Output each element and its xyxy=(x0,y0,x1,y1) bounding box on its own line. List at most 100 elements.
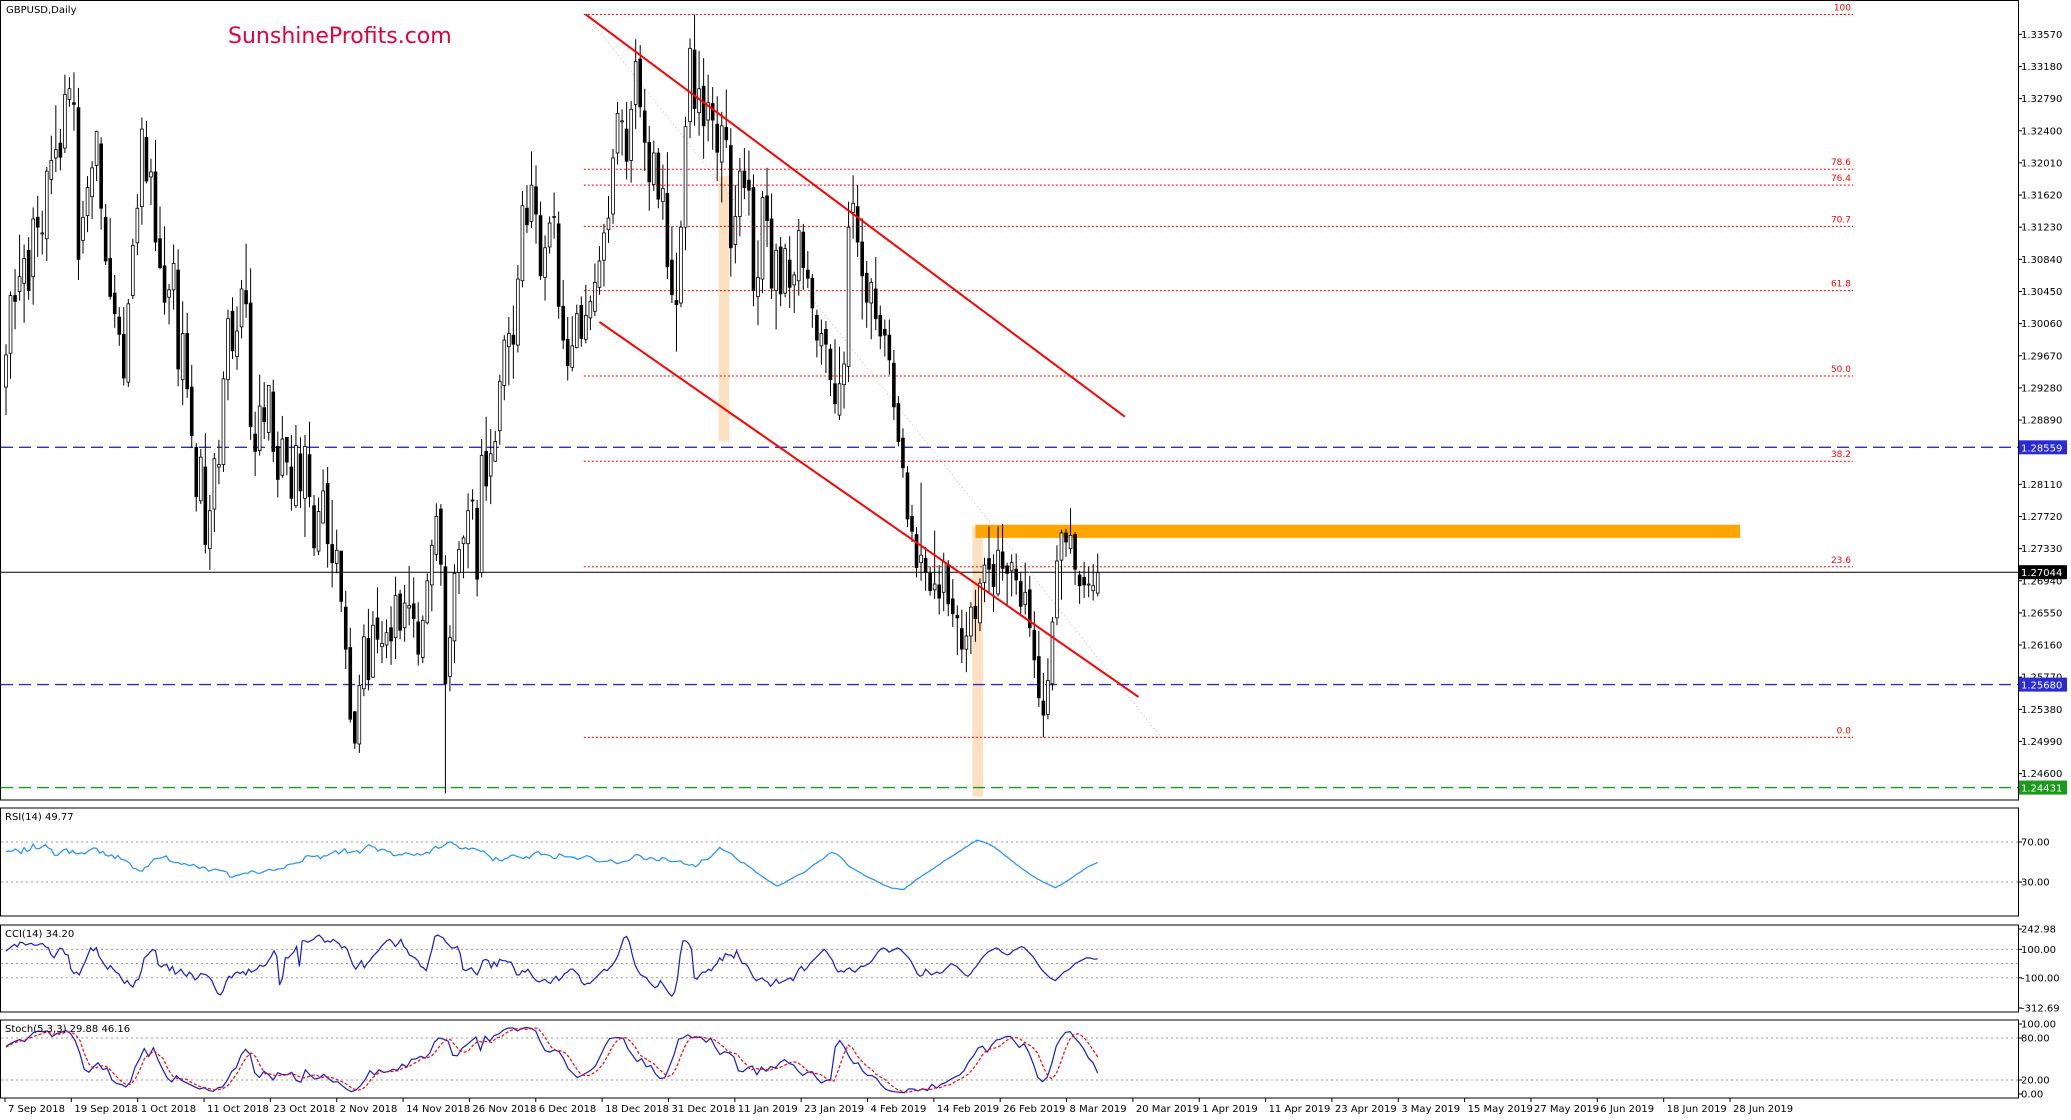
candle-body xyxy=(226,318,230,381)
price-tag-box xyxy=(2019,677,2067,692)
date-tick-label: 6 Dec 2018 xyxy=(539,1104,597,1115)
candle-body xyxy=(221,378,226,465)
candle-body xyxy=(946,564,951,605)
price-tick-label: 1.32400 xyxy=(2021,126,2062,137)
candle-body xyxy=(44,170,49,240)
candle-body xyxy=(212,458,217,510)
price-tag-label: 1.27044 xyxy=(2021,568,2062,579)
candle-body xyxy=(1055,560,1059,619)
candle-body xyxy=(801,231,806,268)
candle-body xyxy=(819,333,824,347)
candle-body xyxy=(837,383,842,416)
candle-body xyxy=(180,333,185,381)
candle-body xyxy=(661,188,665,203)
candle-body xyxy=(991,563,996,587)
candle-body xyxy=(855,206,860,243)
candle-body xyxy=(910,516,914,532)
price-tag-box xyxy=(2019,440,2067,455)
cci-axis-label: -100.00 xyxy=(2021,973,2060,984)
candle-body xyxy=(289,466,294,499)
candle-body xyxy=(638,58,642,108)
candle-body xyxy=(108,258,112,297)
candle-body xyxy=(769,218,774,289)
candle-body xyxy=(371,624,375,678)
candle-body xyxy=(719,125,724,163)
candle-body xyxy=(253,433,257,452)
fib-level-label: 100 xyxy=(1834,4,1851,14)
candle-body xyxy=(878,314,883,337)
candle-body xyxy=(217,464,221,468)
candle-body xyxy=(706,102,710,121)
cci-panel-label: CCI(14) 34.20 xyxy=(5,929,74,940)
price-tick-label: 1.30450 xyxy=(2021,287,2062,298)
candle-body xyxy=(525,207,529,226)
candle-body xyxy=(887,334,892,361)
candle-body xyxy=(94,131,99,166)
candle-body xyxy=(353,711,357,744)
candle-body xyxy=(851,202,855,213)
candle-body xyxy=(58,142,63,158)
price-tick-label: 1.28110 xyxy=(2021,480,2062,491)
candle-body xyxy=(235,330,239,357)
candle-body xyxy=(914,534,919,568)
price-tick-label: 1.26160 xyxy=(2021,641,2062,652)
candle-body xyxy=(647,141,652,183)
candle-body xyxy=(149,171,153,178)
fib-level-label: 50.0 xyxy=(1831,365,1851,375)
candle-body xyxy=(393,595,398,639)
candle-body xyxy=(285,436,289,463)
candle-body xyxy=(828,348,833,381)
rsi-series-line xyxy=(5,839,1098,890)
candle-body xyxy=(239,288,244,328)
candle-body xyxy=(262,407,267,423)
candle-body xyxy=(8,295,13,354)
candle-body xyxy=(126,303,131,383)
candle-body xyxy=(54,149,58,159)
date-tick-label: 26 Nov 2018 xyxy=(472,1104,536,1115)
price-tag-box xyxy=(2019,780,2067,795)
stoch-axis-label: 0.00 xyxy=(2021,1090,2043,1101)
candle-body xyxy=(633,61,638,105)
candle-body xyxy=(334,549,339,564)
candle-body xyxy=(842,363,846,386)
cci-axis-label: 100.00 xyxy=(2021,945,2056,956)
candle-body xyxy=(824,328,828,345)
candle-body xyxy=(1077,574,1082,587)
candle-body xyxy=(547,222,552,248)
candle-body xyxy=(439,508,443,565)
candle-body xyxy=(303,446,307,499)
candle-body xyxy=(244,290,248,305)
candle-body xyxy=(35,216,40,228)
price-tick-label: 1.24990 xyxy=(2021,737,2062,748)
channel-lower-line xyxy=(598,321,1140,698)
candle-body xyxy=(384,632,389,646)
rsi-panel-frame xyxy=(0,807,2019,917)
cci-axis-label: -312.69 xyxy=(2021,1004,2060,1015)
candle-body xyxy=(198,456,203,502)
date-tick-label: 6 Jun 2019 xyxy=(1600,1104,1654,1115)
main-plot-frame xyxy=(0,0,2019,801)
candle-body xyxy=(76,107,81,260)
candle-body xyxy=(375,617,380,640)
candle-body xyxy=(1018,581,1023,607)
watermark-text: SunshineProfits.com xyxy=(228,24,452,49)
candle-body xyxy=(135,207,140,244)
candle-body xyxy=(280,438,285,476)
channel-upper-line xyxy=(585,13,1126,418)
candle-body xyxy=(950,598,955,615)
candle-body xyxy=(411,603,416,620)
candle-body xyxy=(923,558,928,573)
candle-body xyxy=(516,278,520,346)
date-tick-label: 18 Dec 2018 xyxy=(605,1104,669,1115)
date-tick-label: 15 May 2019 xyxy=(1468,1104,1533,1115)
candle-body xyxy=(1023,591,1028,606)
candle-body xyxy=(552,216,556,218)
candle-body xyxy=(248,302,253,428)
price-tag-label: 1.28559 xyxy=(2021,443,2062,454)
date-tick-label: 20 Mar 2019 xyxy=(1136,1104,1199,1115)
candle-body xyxy=(941,561,946,593)
price-tick-label: 1.28890 xyxy=(2021,416,2062,427)
candle-body xyxy=(806,269,810,279)
price-tick-label: 1.33570 xyxy=(2021,30,2062,41)
date-tick-label: 14 Feb 2019 xyxy=(937,1104,999,1115)
